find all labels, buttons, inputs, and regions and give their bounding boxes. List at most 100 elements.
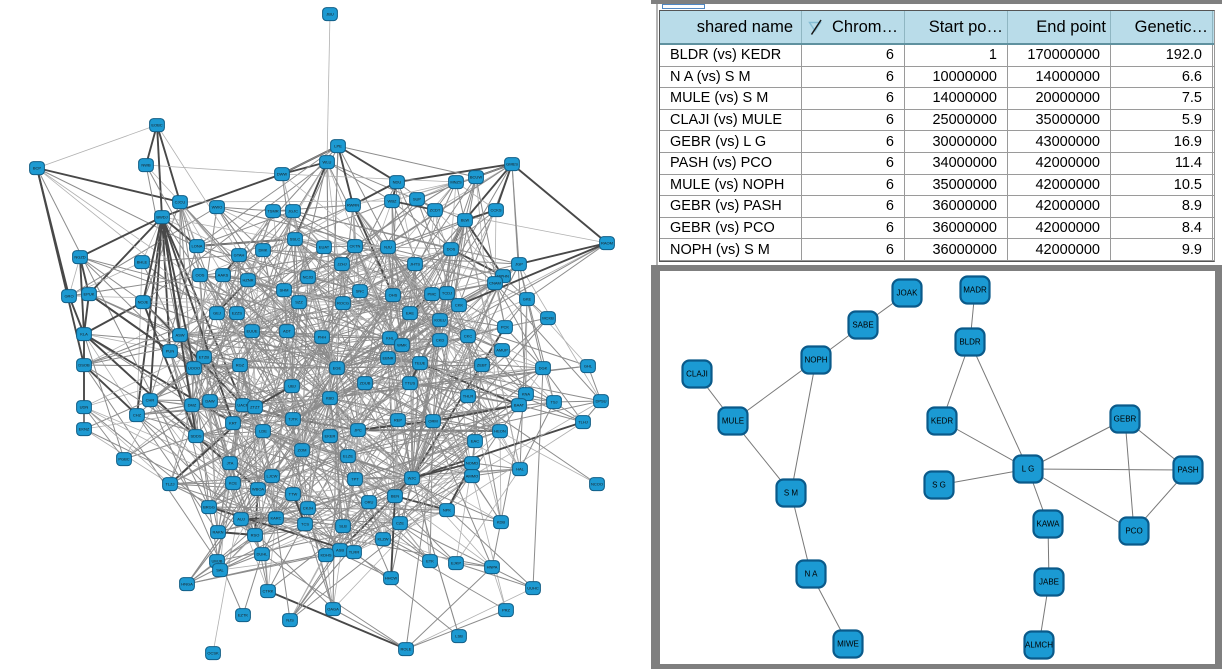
svg-text:ALMCH: ALMCH [1025, 641, 1053, 650]
svg-text:TLZJ: TLZJ [165, 482, 174, 487]
svg-text:KHL: KHL [386, 336, 395, 341]
svg-text:HEON: HEON [494, 429, 506, 434]
svg-text:BRGG: BRGG [203, 505, 215, 510]
svg-text:KLA: KLA [80, 332, 88, 337]
svg-text:AAKS: AAKS [218, 273, 229, 278]
svg-text:DPSU: DPSU [595, 399, 606, 404]
svg-text:WMK: WMK [397, 343, 407, 348]
svg-text:GTAH: GTAH [234, 253, 245, 258]
svg-text:TJTK: TJTK [288, 417, 298, 422]
svg-text:ZOM: ZOM [298, 448, 307, 453]
svg-text:GEJ: GEJ [213, 311, 221, 316]
svg-text:HNPA: HNPA [487, 565, 498, 570]
svg-text:S G: S G [932, 481, 946, 490]
svg-text:BAAT: BAAT [514, 403, 525, 408]
svg-text:BCUW: BCUW [470, 175, 482, 180]
svg-text:GRO: GRO [64, 294, 73, 299]
svg-text:SSLC: SSLC [290, 237, 301, 242]
svg-text:TCS: TCS [301, 522, 309, 527]
svg-text:ORM: ORM [428, 419, 437, 424]
svg-text:GHL: GHL [584, 364, 593, 369]
svg-text:RSO: RSO [251, 533, 260, 538]
svg-text:ADT: ADT [283, 329, 292, 334]
svg-text:KDHS: KDHS [320, 553, 331, 558]
svg-text:EJKP: EJKP [451, 561, 461, 566]
svg-text:EZZS: EZZS [232, 311, 243, 316]
svg-text:NOPH: NOPH [804, 356, 827, 365]
svg-text:DGK: DGK [539, 366, 548, 371]
svg-text:ELZE: ELZE [343, 454, 353, 459]
svg-text:KRT: KRT [229, 421, 237, 426]
svg-text:BLW: BLW [461, 218, 470, 223]
svg-text:HNGA: HNGA [181, 582, 193, 587]
svg-text:OOS: OOS [196, 273, 205, 278]
svg-text:CKK: CKK [455, 303, 464, 308]
svg-text:MADR: MADR [963, 286, 987, 295]
svg-text:OAGA: OAGA [327, 607, 339, 612]
svg-text:N A: N A [805, 570, 819, 579]
svg-text:JOAK: JOAK [897, 289, 919, 298]
svg-text:LSB: LSB [455, 634, 463, 639]
svg-text:ZTZT: ZTZT [250, 405, 260, 410]
svg-text:GMES: GMES [506, 162, 518, 167]
svg-text:KDB: KDB [497, 520, 506, 525]
svg-text:JPC: JPC [354, 428, 362, 433]
svg-text:MULE: MULE [722, 417, 744, 426]
svg-text:CJCU: CJCU [175, 200, 186, 205]
svg-text:ASW: ASW [175, 333, 184, 338]
svg-text:EKNZ: EKNZ [79, 427, 90, 432]
svg-text:ZCDT: ZCDT [430, 208, 441, 213]
svg-text:JZHJ: JZHJ [337, 262, 346, 267]
svg-text:LONA: LONA [192, 244, 203, 249]
svg-text:PRZ: PRZ [502, 608, 511, 613]
svg-text:WWO: WWO [212, 205, 223, 210]
svg-text:PUN: PUN [166, 349, 175, 354]
svg-text:CTRK: CTRK [263, 589, 274, 594]
svg-text:NPK: NPK [443, 508, 452, 513]
svg-text:AMMO: AMMO [466, 474, 478, 479]
svg-text:DUHL: DUHL [257, 552, 269, 557]
svg-text:OHS: OHS [389, 293, 398, 298]
svg-text:JGP: JGP [515, 262, 523, 267]
svg-text:GKE: GKE [523, 297, 532, 302]
svg-text:ORU: ORU [365, 500, 374, 505]
svg-text:EZTK: EZTK [238, 613, 249, 618]
svg-text:TSMR: TSMR [267, 209, 278, 214]
svg-text:CHR: CHR [146, 398, 155, 403]
svg-text:WJC: WJC [408, 476, 417, 481]
svg-text:BEN: BEN [391, 494, 399, 499]
svg-text:AUJ: AUJ [237, 517, 245, 522]
svg-text:JTA: JTA [227, 461, 234, 466]
svg-text:EOBC: EOBC [151, 123, 162, 128]
svg-text:CKTN: CKTN [350, 244, 361, 249]
svg-text:SUP: SUP [413, 197, 422, 202]
svg-text:NWB: NWB [141, 163, 151, 168]
svg-text:UBJ: UBJ [288, 384, 296, 389]
svg-text:TLRR: TLRR [349, 550, 360, 555]
svg-text:BCP: BCP [33, 166, 42, 171]
svg-text:BWDJ: BWDJ [156, 215, 167, 220]
svg-text:TLHJ: TLHJ [578, 420, 588, 425]
svg-text:SHM: SHM [280, 288, 289, 293]
svg-text:CZE: CZE [396, 521, 404, 526]
svg-text:UOOO: UOOO [188, 366, 200, 371]
svg-text:THLR: THLR [463, 394, 474, 399]
svg-text:PASH: PASH [1177, 466, 1198, 475]
svg-text:WBOA: WBOA [252, 487, 265, 492]
svg-text:KLZW: KLZW [377, 537, 388, 542]
svg-text:EUUE: EUUE [246, 329, 257, 334]
svg-text:PGBC: PGBC [118, 457, 129, 462]
svg-text:RWRN: RWRN [347, 203, 359, 208]
svg-text:MIWE: MIWE [837, 640, 859, 649]
svg-text:OCSK: OCSK [207, 651, 219, 656]
svg-text:TPT: TPT [351, 477, 359, 482]
svg-text:KEDR: KEDR [931, 417, 953, 426]
svg-text:ROLE: ROLE [401, 647, 412, 652]
svg-text:SNC: SNC [356, 289, 365, 294]
svg-text:DWW: DWW [277, 172, 288, 177]
svg-text:WLU: WLU [323, 160, 332, 165]
svg-text:PHH: PHH [318, 335, 327, 340]
svg-text:ROCG: ROCG [337, 301, 349, 306]
svg-text:TTUS: TTUS [405, 381, 416, 386]
svg-text:S M: S M [784, 489, 799, 498]
